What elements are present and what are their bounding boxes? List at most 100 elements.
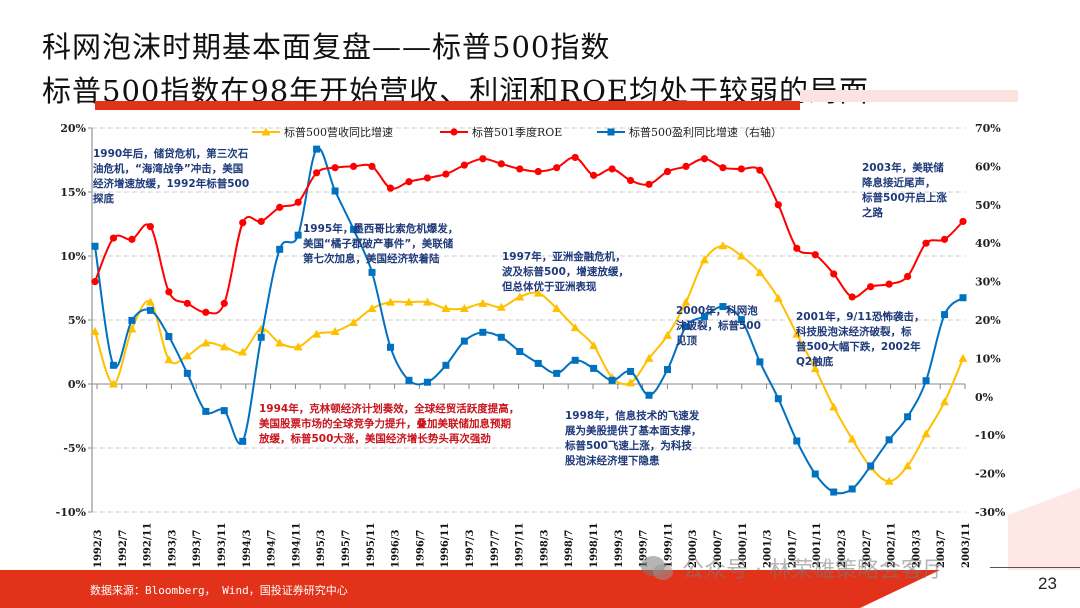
x-axis-label: 1998/3 [539,530,550,568]
series-circle [91,153,967,316]
x-axis-label: 2000/11 [738,523,749,568]
right-axis-label: 20% [975,314,1001,327]
data-point [885,436,893,444]
data-point [534,359,542,367]
x-axis-label: 2002/7 [862,530,873,568]
right-axis-label: -20% [975,468,1006,481]
data-point [349,162,358,170]
data-point [626,176,635,185]
annotation-1990: 1990年后，储贷危机，第三次石 油危机，“海湾战争”冲击，美国 经济增速放缓，… [93,148,250,205]
data-point [811,470,819,478]
footer-red-band [0,570,940,608]
data-point [441,303,451,312]
data-point [312,329,322,338]
data-point [350,225,358,233]
data-point [645,391,653,399]
data-point [165,288,173,296]
data-point [773,293,783,302]
data-point [257,333,265,341]
data-point [405,376,413,384]
data-point [959,217,967,226]
data-point [146,222,155,231]
x-axis-label: 1998/7 [564,530,575,568]
left-axis-label: -10% [56,506,87,519]
x-axis-label: 1997/7 [490,530,501,568]
data-point [201,338,211,347]
data-point [368,162,376,170]
data-point [368,268,376,276]
x-axis-label: 2001/3 [763,530,774,568]
data-point [867,283,875,291]
data-point [516,165,524,173]
data-point [552,303,562,312]
legend-marker [450,128,458,136]
data-point [645,180,653,188]
data-point [330,327,340,336]
legend-label: 标普500盈利同比增速（右轴） [629,125,782,139]
data-point [848,485,856,493]
data-point [533,288,543,297]
right-axis-label: 60% [975,160,1001,173]
data-point [700,313,708,321]
data-point [736,251,746,260]
data-point [516,347,524,355]
x-axis-label: 1992/11 [143,523,154,568]
data-point [128,235,136,243]
data-point [442,361,450,369]
data-point [664,366,672,374]
data-point [219,342,229,351]
data-point [884,476,894,485]
data-point [590,364,598,372]
data-point [331,187,339,195]
data-point [830,488,838,496]
data-point [627,367,635,375]
data-point [903,461,913,470]
data-point [903,272,912,281]
legend: 标普500营收同比增速 标普501季度ROE 标普500盈利同比增速（右轴） [252,125,782,139]
data-point [515,292,525,301]
data-point [127,324,137,333]
data-point [719,164,727,172]
legend-marker [607,128,615,136]
data-point [774,395,782,403]
annotation-2003: 2003年，美联储 降息接近尾声， 标普500开启上涨 之路 [862,162,947,219]
x-axis-label: 2003/7 [936,530,947,568]
left-axis-label: 15% [60,186,86,199]
x-axis-label: 1993/3 [167,530,178,568]
x-axis-label: 1995/3 [316,530,327,568]
title-underline [95,101,800,110]
data-point [921,429,931,438]
data-point [922,239,930,247]
data-point [589,341,599,350]
data-point [90,327,100,336]
data-point [848,293,856,301]
data-point [108,379,118,388]
left-axis-label: -5% [63,442,86,455]
data-point [313,169,321,177]
data-point [109,361,117,369]
data-point [570,323,580,332]
data-point [164,355,174,364]
data-point [479,328,487,336]
x-axis-label: 2001/7 [787,530,798,568]
data-point [737,316,745,324]
data-point [663,167,672,176]
data-point [91,242,99,250]
data-point [958,353,968,362]
x-axis-label: 1994/3 [242,530,253,568]
data-point [571,356,579,364]
data-point [682,162,690,170]
x-axis-label: 1997/11 [515,523,526,568]
data-point [183,299,191,307]
data-point [386,184,395,192]
right-axis-label: 0% [975,391,994,404]
right-axis-label: -30% [975,506,1006,519]
data-point [202,308,210,316]
data-point [460,337,468,345]
x-axis-label: 1992/3 [93,530,104,568]
data-point [459,303,469,312]
series-layer [90,145,968,496]
data-point [294,198,302,206]
annotation-1994: 1994年，克林顿经济计划奏效，全球经贸活跃度提高， 美国股票市场的全球竞争力提… [259,403,520,445]
data-point [145,297,155,306]
